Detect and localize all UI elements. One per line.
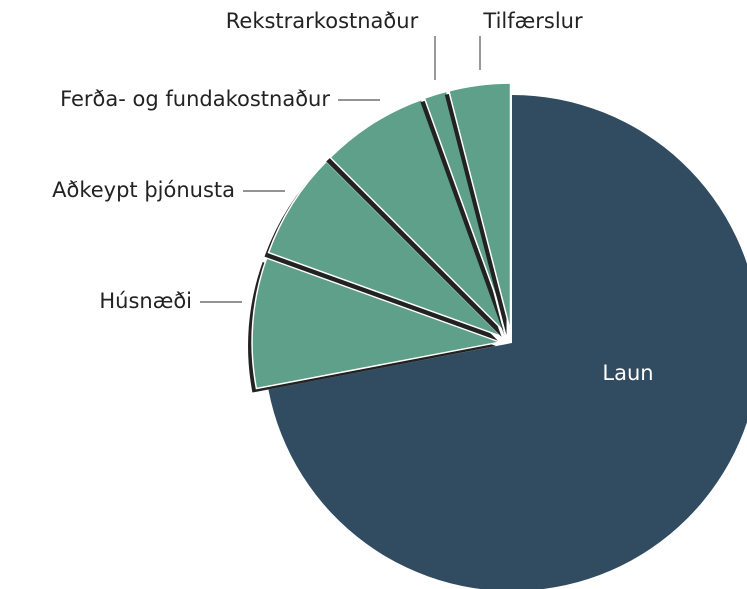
pie-slice	[251, 257, 503, 390]
slice-label: Ferða- og fundakostnaður	[60, 87, 330, 111]
slice-shadow	[420, 95, 505, 336]
slice-label: Rekstrarkostnaður	[226, 9, 419, 33]
pie-slice	[423, 90, 510, 332]
slice-label: Húsnæði	[99, 289, 192, 313]
slice-label: Laun	[602, 361, 653, 385]
pie-slice	[329, 98, 507, 334]
slice-label: Aðkeypt þjónusta	[52, 178, 235, 202]
pie-slice	[447, 82, 512, 332]
pie-slice	[268, 95, 747, 589]
slice-label: Tilfærslur	[482, 9, 583, 33]
pie-slice	[267, 160, 503, 338]
